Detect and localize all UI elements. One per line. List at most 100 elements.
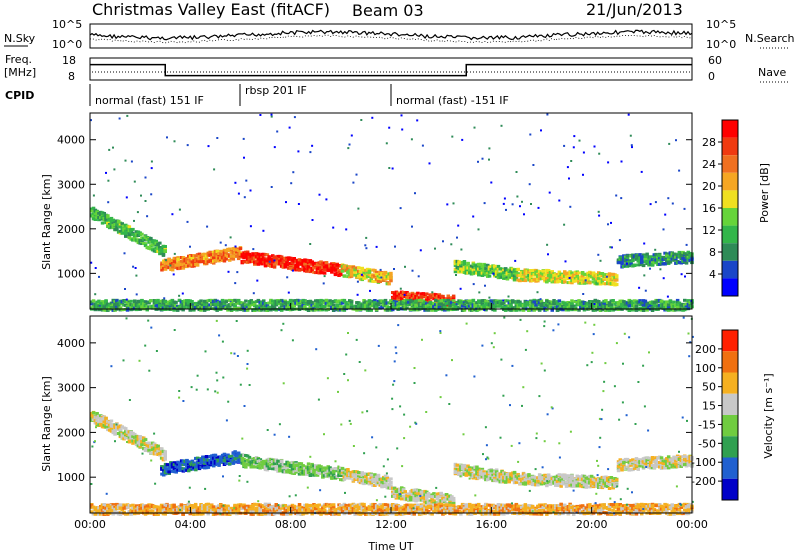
- velocity-cell-584: [258, 466, 262, 470]
- power-cell-383: [197, 255, 202, 259]
- power-cell-25: [97, 212, 101, 215]
- velocity-cell-294: [172, 465, 177, 468]
- power-cell-1129: [421, 292, 425, 296]
- power-cell-2961: [410, 305, 415, 309]
- power-cell-1551: [546, 269, 551, 272]
- power-cell-2350: [199, 302, 203, 306]
- noise-right-tick-top: 10^5: [706, 18, 736, 31]
- power-cell-2596: [283, 305, 287, 309]
- velocity-cell-65: [107, 428, 112, 432]
- power-cell-2804: [355, 308, 359, 312]
- power-cell-957: [369, 273, 373, 277]
- power-sparse-63: [90, 119, 92, 122]
- power-sparse-231: [511, 203, 514, 206]
- power-cell-2183: [142, 300, 146, 304]
- power-sparse-29: [130, 160, 133, 163]
- power-cell-2492: [247, 303, 252, 307]
- power-sparse-194: [293, 116, 296, 119]
- power-sparse-105: [270, 115, 273, 118]
- power-cell-1848: [636, 263, 640, 267]
- power-cell-2175: [138, 306, 142, 310]
- power-cell-928: [360, 278, 364, 282]
- power-cell-3022: [432, 301, 436, 305]
- power-cell-1805: [622, 259, 626, 263]
- velocity-cell-128: [127, 430, 132, 434]
- power-cell-1887: [647, 257, 651, 261]
- power-sparse-162: [411, 225, 413, 228]
- velocity-cell-403: [204, 466, 209, 470]
- power-sparse-96: [460, 248, 463, 251]
- power-cell-1493: [529, 273, 533, 277]
- velocity-cell-745: [306, 462, 311, 466]
- velocity-cell-417: [208, 455, 212, 458]
- power-cell-3540: [606, 301, 610, 304]
- velocity-cell-163: [138, 444, 142, 448]
- power-cell-1612: [564, 275, 569, 279]
- power-cell-3039: [437, 306, 442, 310]
- power-cell-1624: [568, 271, 572, 274]
- power-cell-1025: [389, 274, 393, 278]
- velocity-cell-100: [118, 428, 123, 432]
- power-cell-215: [152, 249, 157, 253]
- power-cell-2559: [271, 299, 275, 303]
- power-cell-1390: [498, 276, 502, 279]
- power-cell-1749: [606, 273, 610, 277]
- power-cell-2842: [367, 299, 372, 303]
- power-cell-346: [187, 262, 191, 266]
- power-cell-3088: [453, 306, 458, 310]
- power-cell-379: [197, 252, 202, 256]
- power-cell-3561: [615, 306, 619, 310]
- power-cell-2359: [202, 306, 207, 310]
- power-cell-1684: [586, 277, 590, 281]
- power-cell-2826: [362, 305, 366, 309]
- power-cell-399: [203, 261, 207, 264]
- power-sparse-143: [332, 226, 335, 229]
- power-cell-1577: [554, 276, 558, 280]
- velocity-cell-617: [267, 462, 271, 466]
- power-sparse-181: [455, 274, 457, 276]
- power-cell-835: [333, 264, 338, 268]
- power-cell-512: [236, 249, 241, 252]
- power-cell-2079: [106, 302, 110, 306]
- noise-sky-trace: [89, 29, 693, 41]
- power-cell-844: [335, 263, 339, 267]
- power-cell-1770: [613, 273, 617, 277]
- power-cell-1815: [625, 256, 630, 259]
- power-cell-3651: [645, 308, 649, 312]
- power-cell-796: [321, 266, 325, 270]
- power-cell-3721: [668, 308, 673, 312]
- freq-tick-bottom: 8: [68, 70, 75, 83]
- velocity-cell-592: [260, 463, 264, 467]
- power-cell-51: [104, 218, 108, 222]
- power-cell-1643: [573, 279, 578, 283]
- power-cell-2588: [279, 308, 284, 312]
- power-cell-1143: [425, 292, 429, 296]
- power-cell-1179: [435, 297, 440, 301]
- power-cell-1054: [398, 293, 402, 297]
- power-cell-3055: [443, 306, 447, 310]
- power-sparse-82: [347, 147, 350, 150]
- power-cell-1347: [486, 263, 490, 267]
- velocity-cell-537: [244, 459, 248, 463]
- power-cell-1097: [410, 297, 415, 301]
- power-cell-1602: [563, 270, 567, 274]
- power-cell-2988: [419, 302, 424, 306]
- power-cell-1485: [527, 276, 531, 280]
- power-cell-1697: [589, 274, 594, 278]
- power-cell-3128: [469, 308, 474, 312]
- velocity-cell-293: [170, 462, 175, 466]
- power-cell-3233: [505, 299, 510, 303]
- power-cell-3478: [586, 304, 590, 308]
- velocity-cell-539: [244, 462, 248, 465]
- power-cell-1628: [570, 271, 574, 275]
- power-cell-1720: [597, 273, 601, 277]
- power-cell-1342: [484, 267, 488, 271]
- power-cell-891: [349, 270, 354, 274]
- power-cell-342: [187, 264, 191, 268]
- power-cell-1718: [597, 278, 601, 282]
- power-cell-1225: [450, 296, 454, 300]
- power-cell-3747: [677, 301, 682, 305]
- power-cell-1145: [425, 298, 429, 302]
- velocity-cell-158: [136, 435, 141, 439]
- power-cell-1102: [412, 298, 416, 302]
